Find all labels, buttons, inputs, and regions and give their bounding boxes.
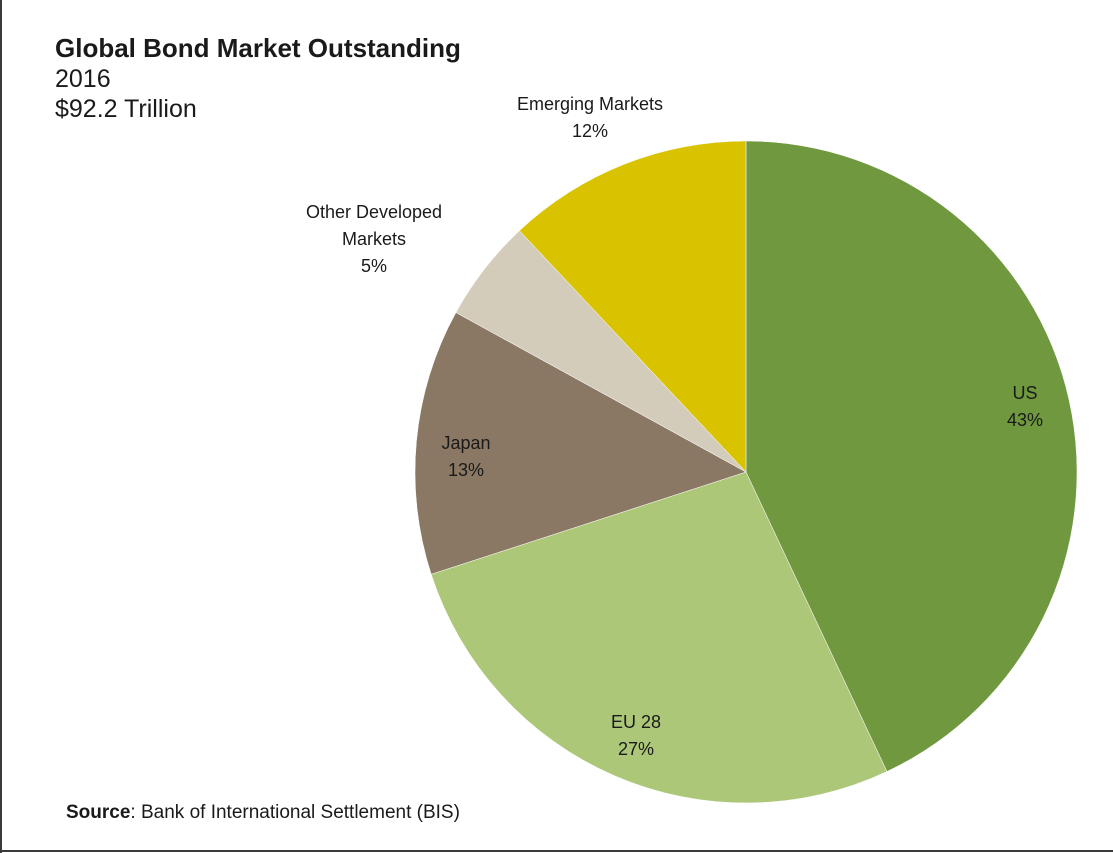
pie-label-other-developed-markets-name: Markets [342,229,406,249]
pie-label-japan-name: Japan [441,433,490,453]
pie-slice-emerging-markets [519,140,747,473]
pie-label-other-developed-markets-value: 5% [361,256,387,276]
chart-subtitle-total: $92.2 Trillion [55,95,197,123]
pie-label-eu-28-name: EU 28 [611,712,661,732]
frame-border-bottom [0,850,1113,852]
source-note: Source: Bank of International Settlement… [66,802,460,824]
pie-slice-eu-28 [430,471,888,804]
source-text: : Bank of International Settlement (BIS) [130,802,460,823]
pie-label-emerging-markets-value: 12% [572,121,608,141]
pie-label-us-value: 43% [1007,410,1043,430]
pie-label-us-name: US [1012,383,1037,403]
frame-border-left [0,0,2,853]
pie-label-japan-value: 13% [448,460,484,480]
pie-slice-japan [414,312,747,575]
pie-slice-us [745,140,1078,772]
pie-label-eu-28-value: 27% [618,739,654,759]
pie-labels: US 43% EU 28 27% Japan 13% Other Developed Mark… [306,94,1043,759]
chart-subtitle-year: 2016 [55,65,111,93]
chart-title: Global Bond Market Outstanding [55,33,461,63]
pie-label-emerging-markets-name: Emerging Markets [517,94,663,114]
title-block: Global Bond Market Outstanding 2016 $92.… [55,32,461,124]
pie-label-other-developed-markets-name: Other Developed [306,202,442,222]
pie-slices [414,140,1078,804]
source-label: Source [66,802,131,823]
